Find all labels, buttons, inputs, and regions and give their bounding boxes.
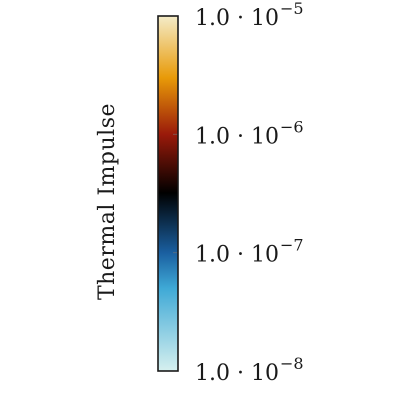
tick-label-mantissa: 1.0 · 10 [195, 361, 279, 386]
tick-label-exponent: −7 [280, 236, 304, 255]
tick-label: 1.0 · 10−7 [195, 236, 304, 268]
tick-label-mantissa: 1.0 · 10 [195, 6, 279, 31]
colorbar-gradient [158, 16, 178, 371]
tick-label-exponent: −6 [280, 117, 304, 136]
colorbar-axis-label: Thermal Impulse [95, 103, 120, 300]
tick-label-mantissa: 1.0 · 10 [195, 124, 279, 149]
tick-label: 1.0 · 10−8 [195, 354, 304, 386]
tick-label-exponent: −8 [280, 354, 304, 373]
tick-label-exponent: −5 [280, 0, 304, 18]
tick-label: 1.0 · 10−6 [195, 117, 304, 149]
colorbar: 1.0 · 10−81.0 · 10−71.0 · 10−61.0 · 10−5 [157, 0, 304, 386]
tick-label-mantissa: 1.0 · 10 [195, 243, 279, 268]
colorbar-frame [157, 15, 179, 372]
tick-label: 1.0 · 10−5 [195, 0, 304, 31]
tick-labels: 1.0 · 10−81.0 · 10−71.0 · 10−61.0 · 10−5 [195, 0, 304, 386]
